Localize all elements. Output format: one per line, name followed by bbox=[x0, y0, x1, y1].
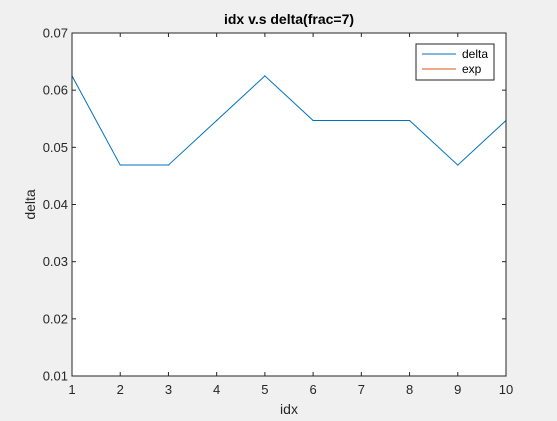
plot-area bbox=[72, 33, 506, 376]
y-tick-label: 0.04 bbox=[43, 197, 68, 212]
x-tick-label: 7 bbox=[358, 382, 365, 397]
x-tick-label: 4 bbox=[213, 382, 220, 397]
x-tick-label: 2 bbox=[117, 382, 124, 397]
legend-box bbox=[415, 43, 495, 81]
x-tick-label: 10 bbox=[499, 382, 513, 397]
data-point-delta bbox=[312, 119, 314, 122]
data-point-delta bbox=[216, 119, 218, 122]
x-tick-label: 9 bbox=[454, 382, 461, 397]
y-tick-label: 0.07 bbox=[43, 26, 68, 41]
x-axis-label: idx bbox=[280, 401, 298, 417]
data-point-delta bbox=[408, 119, 411, 122]
y-axis-label: delta bbox=[22, 189, 38, 220]
legend-label-delta: delta bbox=[462, 47, 488, 61]
data-point-delta bbox=[119, 164, 121, 166]
series-line-delta bbox=[71, 75, 507, 166]
x-tick-label: 8 bbox=[406, 382, 413, 397]
x-tick-label: 6 bbox=[309, 382, 316, 397]
y-tick-label: 0.01 bbox=[43, 369, 68, 384]
legend-label-exp: exp bbox=[462, 62, 482, 76]
data-point-delta bbox=[360, 119, 362, 122]
axes-layer: 1 2 3 4 5 6 7 8 9 10 0.01 0.02 0.03 0.04 0.05 0.06 0.07 bbox=[43, 26, 514, 398]
y-tick-label: 0.06 bbox=[43, 83, 68, 98]
y-tick-label: 0.03 bbox=[43, 254, 68, 269]
data-point-delta bbox=[457, 164, 459, 166]
data-point-delta bbox=[167, 164, 170, 166]
y-tick-label: 0.02 bbox=[43, 311, 68, 326]
x-tick-label: 5 bbox=[261, 382, 268, 397]
x-tick-label: 1 bbox=[68, 382, 75, 397]
x-tick-label: 3 bbox=[165, 382, 172, 397]
y-tick-label: 0.05 bbox=[43, 140, 68, 155]
chart-title: idx v.s delta(frac=7) bbox=[224, 11, 354, 27]
data-point-delta bbox=[264, 75, 266, 77]
